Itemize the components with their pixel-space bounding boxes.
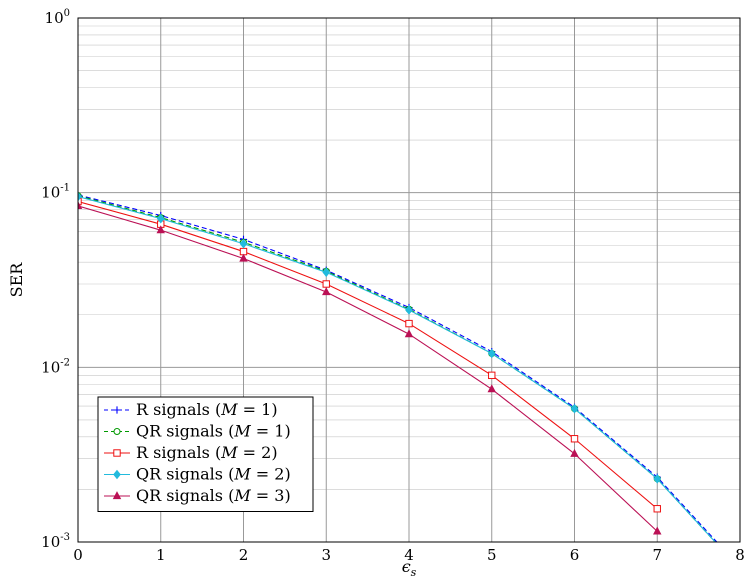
legend-entry: QR signals (M = 2) bbox=[104, 465, 291, 484]
y-tick-label: 10-2 bbox=[41, 357, 70, 376]
x-tick-label: 3 bbox=[321, 546, 331, 564]
legend-label: QR signals (M = 3) bbox=[136, 486, 291, 505]
data-point bbox=[570, 448, 579, 457]
x-axis-label: ϵs bbox=[402, 557, 417, 579]
series-line bbox=[78, 205, 658, 532]
data-point bbox=[78, 191, 82, 202]
series-line bbox=[78, 194, 718, 542]
legend: R signals (M = 1) QR signals (M = 1) R sig… bbox=[97, 396, 314, 512]
data-point bbox=[570, 435, 579, 443]
legend-label: R signals (M = 1) bbox=[136, 400, 278, 419]
x-tick-label: 6 bbox=[570, 546, 580, 564]
data-point bbox=[156, 225, 165, 234]
legend-box bbox=[97, 396, 314, 512]
data-point bbox=[488, 371, 496, 380]
data-point bbox=[156, 213, 165, 224]
x-tick-label: 0 bbox=[73, 546, 83, 564]
data-point bbox=[405, 319, 413, 328]
data-point bbox=[239, 238, 248, 249]
y-tick-label: 10-1 bbox=[41, 183, 70, 202]
series-5 bbox=[78, 201, 662, 535]
y-axis-label: SER bbox=[7, 262, 26, 298]
series-4 bbox=[78, 191, 716, 542]
legend-entry: QR signals (M = 3) bbox=[104, 486, 291, 505]
data-point bbox=[487, 384, 496, 393]
data-point bbox=[570, 403, 579, 414]
x-tick-label: 1 bbox=[156, 546, 166, 564]
x-tick-label: 7 bbox=[652, 546, 662, 564]
series-layer bbox=[78, 191, 718, 542]
y-tick-label: 100 bbox=[45, 8, 70, 27]
legend-label: R signals (M = 2) bbox=[136, 443, 278, 462]
data-point bbox=[405, 305, 413, 315]
data-point bbox=[322, 280, 330, 288]
data-point bbox=[653, 526, 662, 535]
legend-marker bbox=[113, 469, 121, 480]
legend-entry: QR signals (M = 1) bbox=[104, 422, 291, 441]
legend-marker bbox=[113, 449, 121, 457]
legend-label: QR signals (M = 2) bbox=[136, 465, 291, 484]
x-tick-label: 5 bbox=[487, 546, 497, 564]
x-tick-label: 8 bbox=[735, 546, 745, 564]
data-point bbox=[239, 253, 248, 262]
x-tick-label: 2 bbox=[239, 546, 249, 564]
legend-entry: R signals (M = 1) bbox=[104, 400, 278, 419]
plot-frame bbox=[77, 17, 741, 543]
data-point bbox=[322, 267, 331, 278]
legend-marker bbox=[112, 491, 122, 500]
tick-labels: 0 1 2 3 4 5 6 7 8 10-3 10-2 10-1 100 bbox=[41, 8, 745, 564]
data-point bbox=[78, 201, 83, 209]
legend-marker bbox=[113, 406, 121, 414]
legend-entry: R signals (M = 2) bbox=[104, 443, 278, 462]
legend-label: QR signals (M = 1) bbox=[136, 422, 291, 441]
data-point bbox=[487, 348, 496, 359]
y-tick-label: 10-3 bbox=[41, 532, 70, 551]
data-point bbox=[322, 287, 331, 296]
legend-marker bbox=[113, 428, 121, 435]
x-tick-label: 4 bbox=[404, 546, 414, 564]
data-point bbox=[404, 329, 414, 338]
series-3 bbox=[78, 197, 661, 513]
data-point bbox=[653, 474, 662, 484]
series-line bbox=[78, 200, 658, 510]
data-point bbox=[653, 505, 661, 513]
